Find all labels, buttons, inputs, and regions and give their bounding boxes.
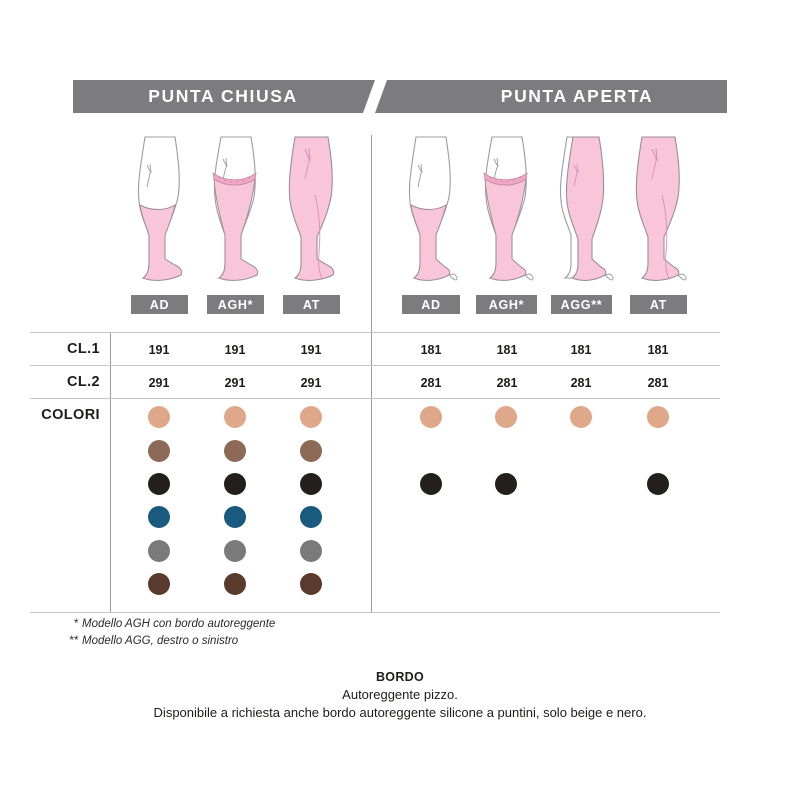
header-title-punta-aperta: PUNTA APERTA xyxy=(500,86,654,106)
colour-swatch-aperta-c1-beige[interactable] xyxy=(420,406,442,428)
row-label-cl1: CL.1 xyxy=(66,341,100,357)
cell-cl1-chiusa-at: 191 xyxy=(300,343,322,357)
model-badge-aperta-at[interactable]: AT xyxy=(630,295,687,314)
model-badge-chiusa-ad[interactable]: AD xyxy=(131,295,188,314)
footnote-mark-double: ** xyxy=(69,635,78,647)
colour-swatch-chiusa-c3-tan-brown[interactable] xyxy=(300,440,322,462)
header-title-punta-chiusa: PUNTA CHIUSA xyxy=(148,86,298,106)
footnote-text-agg: Modello AGG, destro o sinistro xyxy=(82,635,239,647)
colour-swatch-chiusa-c2-dark-brown[interactable] xyxy=(224,573,246,595)
colour-swatch-chiusa-c2-tan-brown[interactable] xyxy=(224,440,246,462)
leg-illustration-chiusa-agh xyxy=(199,135,271,285)
colour-swatch-chiusa-c3-dark-brown[interactable] xyxy=(300,573,322,595)
colour-swatch-chiusa-c1-grey[interactable] xyxy=(148,540,170,562)
cell-cl2-chiusa-agh: 291 xyxy=(224,376,246,390)
leg-illustration-chiusa-at xyxy=(275,135,347,285)
model-badge-chiusa-at[interactable]: AT xyxy=(283,295,340,314)
cell-cl2-aperta-agh: 281 xyxy=(496,376,518,390)
colour-swatch-aperta-c4-black[interactable] xyxy=(647,473,669,495)
footnote-text-agh: Modello AGH con bordo autoreggente xyxy=(82,618,276,630)
footnote-agg: ** Modello AGG, destro o sinistro xyxy=(62,635,238,647)
row-label-colori: COLORI xyxy=(41,407,100,423)
footnote-mark-single: * xyxy=(73,618,78,630)
cell-cl2-chiusa-ad: 291 xyxy=(148,376,170,390)
colour-swatch-chiusa-c1-black[interactable] xyxy=(148,473,170,495)
colour-swatch-aperta-c3-beige[interactable] xyxy=(570,406,592,428)
model-badge-chiusa-agh[interactable]: AGH* xyxy=(207,295,264,314)
colour-swatch-chiusa-c3-petrol-blue[interactable] xyxy=(300,506,322,528)
colour-swatch-chiusa-c2-beige[interactable] xyxy=(224,406,246,428)
leg-illustration-aperta-at xyxy=(622,135,694,285)
colour-swatch-chiusa-c2-grey[interactable] xyxy=(224,540,246,562)
cell-cl1-chiusa-ad: 191 xyxy=(148,343,170,357)
colour-swatch-chiusa-c1-petrol-blue[interactable] xyxy=(148,506,170,528)
cell-cl2-chiusa-at: 291 xyxy=(300,376,322,390)
colour-swatch-chiusa-c3-black[interactable] xyxy=(300,473,322,495)
leg-illustration-aperta-agh xyxy=(470,135,542,285)
colour-swatch-chiusa-c3-grey[interactable] xyxy=(300,540,322,562)
cell-cl2-aperta-at: 281 xyxy=(647,376,669,390)
leg-illustration-chiusa-ad xyxy=(123,135,195,285)
colour-swatch-chiusa-c1-dark-brown[interactable] xyxy=(148,573,170,595)
table-top-border xyxy=(30,332,720,333)
colour-swatch-chiusa-c1-beige[interactable] xyxy=(148,406,170,428)
rowlabel-divider-vertical xyxy=(110,332,111,612)
colour-swatch-aperta-c2-beige[interactable] xyxy=(495,406,517,428)
section-divider-vertical xyxy=(371,135,372,612)
footnote-agh: * Modello AGH con bordo autoreggente xyxy=(62,618,276,630)
model-badge-aperta-agh[interactable]: AGH* xyxy=(476,295,537,314)
colour-swatch-chiusa-c1-tan-brown[interactable] xyxy=(148,440,170,462)
row-divider-cl2 xyxy=(30,398,720,399)
bordo-line-1: Autoreggente pizzo. xyxy=(342,687,458,702)
colour-swatch-aperta-c1-black[interactable] xyxy=(420,473,442,495)
row-divider-cl1 xyxy=(30,365,720,366)
model-badge-aperta-ad[interactable]: AD xyxy=(402,295,460,314)
cell-cl1-aperta-agg: 181 xyxy=(570,343,592,357)
leg-illustration-aperta-agg xyxy=(545,135,617,285)
model-badge-aperta-agg[interactable]: AGG** xyxy=(551,295,612,314)
colour-swatch-chiusa-c2-black[interactable] xyxy=(224,473,246,495)
section-header-banner: PUNTA CHIUSA PUNTA APERTA xyxy=(73,78,727,115)
colour-swatch-aperta-c4-beige[interactable] xyxy=(647,406,669,428)
cell-cl1-chiusa-agh: 191 xyxy=(224,343,246,357)
colour-swatch-chiusa-c2-petrol-blue[interactable] xyxy=(224,506,246,528)
cell-cl2-aperta-ad: 281 xyxy=(420,376,442,390)
leg-illustration-aperta-ad xyxy=(394,135,466,285)
table-bottom-border xyxy=(30,612,720,613)
cell-cl1-aperta-ad: 181 xyxy=(420,343,442,357)
colour-swatch-chiusa-c3-beige[interactable] xyxy=(300,406,322,428)
cell-cl1-aperta-at: 181 xyxy=(647,343,669,357)
bordo-title: BORDO xyxy=(375,670,425,684)
cell-cl1-aperta-agh: 181 xyxy=(496,343,518,357)
illustration-strip xyxy=(0,135,800,290)
cell-cl2-aperta-agg: 281 xyxy=(570,376,592,390)
bordo-line-2: Disponibile a richiesta anche bordo auto… xyxy=(153,705,647,720)
colour-swatch-aperta-c2-black[interactable] xyxy=(495,473,517,495)
row-label-cl2: CL.2 xyxy=(66,374,100,390)
